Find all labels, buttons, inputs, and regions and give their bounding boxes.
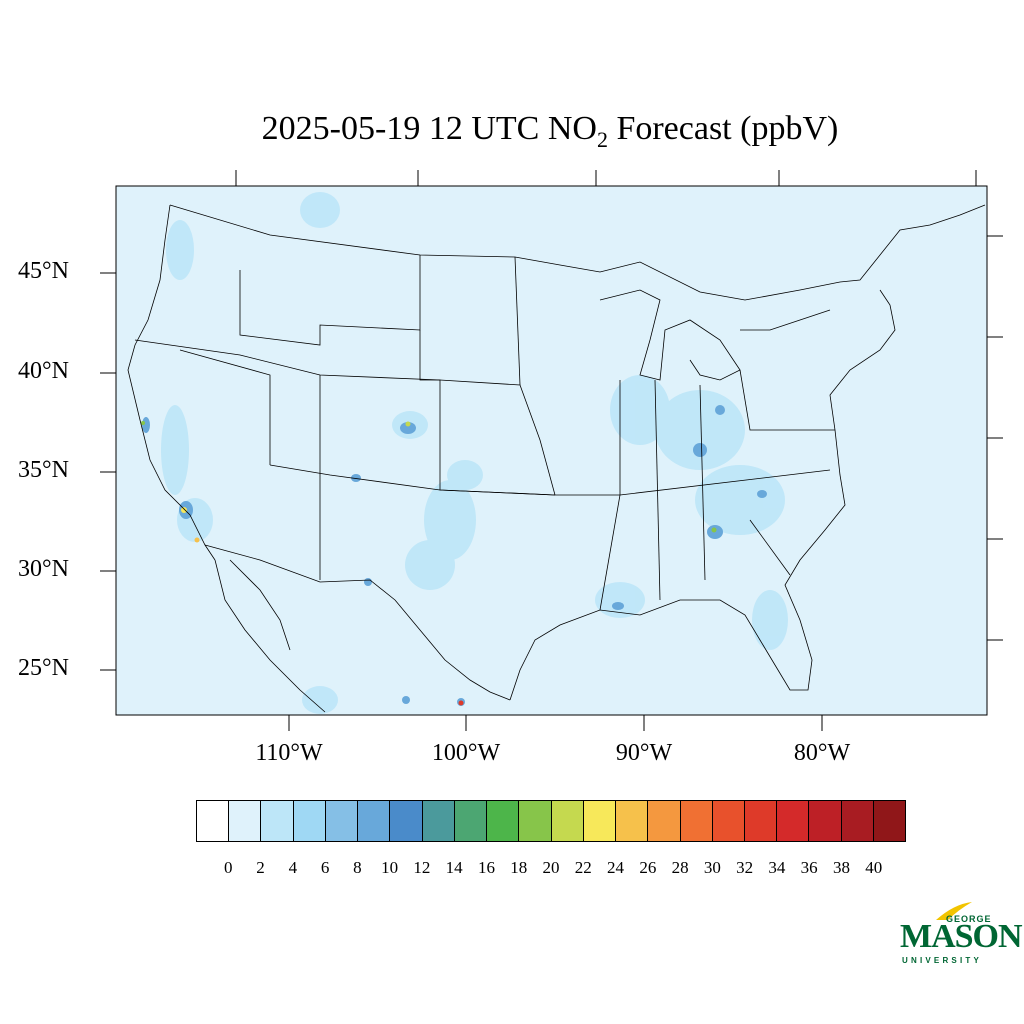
colorbar-tick-label: 24 [607,858,625,877]
lat-label-40: 40°N [18,358,69,384]
colorbar-cell [293,801,326,841]
title-prefix: 2025-05-19 12 UTC NO [261,110,597,147]
colorbar-cell [873,801,906,841]
lat-label-25: 25°N [18,655,69,681]
boundaries [127,204,986,713]
colorbar-cell [487,801,520,841]
colorbar-tick-label: 34 [768,858,786,877]
colorbar-cell [744,801,778,841]
map-title: 2025-05-19 12 UTC NO2 Forecast (ppbV) [0,110,1024,153]
colorbar-cell [680,801,713,841]
colorbar-cell [454,801,488,841]
lon-label-80: 80°W [793,740,851,766]
colorbar-tick-label: 36 [800,858,818,877]
colorbar-tick-label: 2 [256,858,265,877]
colorbar-cell [197,801,230,841]
title-suffix: Forecast (ppbV) [607,110,839,147]
colorbar-tick-label: 22 [574,858,592,877]
colorbar-tick-label: 10 [381,858,399,877]
colorbar-cell [648,801,681,841]
bottom-ticks [288,715,823,731]
lat-label-35: 35°N [18,457,69,483]
colorbar-cell [616,801,649,841]
lon-label-110: 110°W [255,740,323,766]
colorbar-cell [390,801,423,841]
map-background [116,186,987,715]
colorbar-tick-label: 12 [413,858,431,877]
colorbar-tick-label: 30 [703,858,721,877]
logo-mason: MASON [900,918,1023,955]
colorbar-tick-label: 18 [510,858,528,877]
logo-flame-icon [936,902,972,920]
colorbar-cell [809,801,842,841]
lon-label-100: 100°W [431,740,501,766]
colorbar-cell [358,801,391,841]
right-ticks [987,235,1003,641]
colorbar-cell [519,801,552,841]
colorbar [196,800,906,842]
colorbar-tick-label: 16 [477,858,495,877]
colorbar-cell [551,801,584,841]
colorbar-cell [422,801,455,841]
colorbar-tick-label: 32 [736,858,754,877]
colorbar-tick-label: 4 [288,858,298,877]
gmu-logo: GEORGE MASON UNIVERSITY [900,900,1023,970]
colorbar-tick-label: 8 [353,858,362,877]
colorbar-tick-label: 40 [865,858,883,877]
left-ticks [100,272,116,671]
colorbar-tick-label: 38 [832,858,850,877]
colorbar-tick-label: 14 [445,858,463,877]
lat-label-45: 45°N [18,258,69,284]
colorbar-cell [777,801,810,841]
colorbar-tick-label: 28 [671,858,689,877]
no2-peaks [141,421,717,706]
lat-label-30: 30°N [18,556,69,582]
colorbar-tick-label: 20 [542,858,560,877]
logo-university: UNIVERSITY [902,956,983,965]
logo-george: GEORGE [946,914,992,924]
colorbar-cell [325,801,359,841]
colorbar-cell [261,801,294,841]
no2-hotspots [142,405,767,706]
colorbar-cell [841,801,874,841]
colorbar-tick-label: 6 [320,858,330,877]
colorbar-cell [583,801,617,841]
map-frame [115,185,988,716]
colorbar-cell [712,801,745,841]
lon-label-90: 90°W [615,740,673,766]
title-subscript: 2 [596,126,608,152]
colorbar-cell [229,801,262,841]
colorbar-tick-label: 26 [639,858,657,877]
top-ticks [235,170,977,186]
colorbar-tick-label: 0 [224,858,233,877]
